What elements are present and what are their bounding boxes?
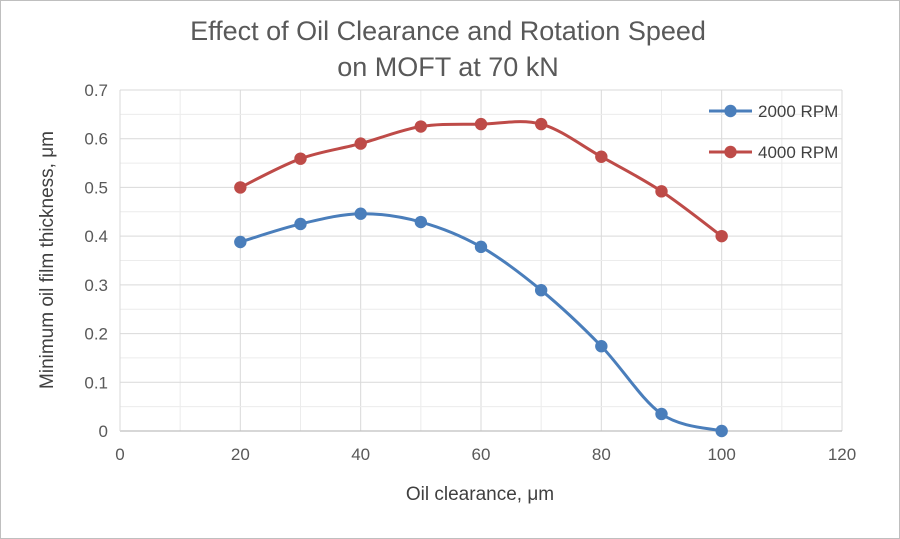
legend-label: 2000 RPM xyxy=(758,102,838,121)
y-tick-label: 0.6 xyxy=(84,130,108,149)
data-point xyxy=(354,137,367,150)
x-tick-label: 100 xyxy=(707,445,735,464)
y-tick-label: 0.4 xyxy=(84,227,108,246)
legend-swatch-marker xyxy=(724,104,737,118)
data-point xyxy=(294,152,307,165)
x-tick-label: 60 xyxy=(472,445,491,464)
y-axis-label: Minimum oil film thickness, μm xyxy=(37,131,58,389)
series-1 xyxy=(234,117,728,243)
data-point xyxy=(414,120,428,133)
legend-item: 4000 RPM xyxy=(709,143,838,162)
data-point xyxy=(474,240,488,254)
x-tick-label: 80 xyxy=(592,445,611,464)
data-point xyxy=(655,185,668,198)
x-tick-labels: 0 20 40 60 80 100 120 xyxy=(115,445,856,464)
data-point xyxy=(234,235,247,249)
y-tick-label: 0.1 xyxy=(84,373,108,392)
data-point xyxy=(414,215,428,229)
y-tick-label: 0 xyxy=(99,422,108,441)
data-point xyxy=(715,424,728,438)
legend: 2000 RPM 4000 RPM xyxy=(709,102,838,162)
data-point xyxy=(474,117,488,131)
x-tick-label: 20 xyxy=(231,445,250,464)
chart-title-line-1: Effect of Oil Clearance and Rotation Spe… xyxy=(190,16,706,46)
series-group xyxy=(234,117,728,438)
y-tick-label: 0.5 xyxy=(84,178,108,197)
x-tick-label: 0 xyxy=(115,445,124,464)
data-point xyxy=(715,229,728,243)
y-tick-label: 0.3 xyxy=(84,276,108,295)
data-point xyxy=(534,117,548,131)
data-point xyxy=(595,340,608,353)
data-point xyxy=(294,217,307,231)
series-0 xyxy=(234,207,728,438)
y-tick-label: 0.7 xyxy=(84,81,108,100)
series-line xyxy=(239,212,723,433)
legend-label: 4000 RPM xyxy=(758,143,838,162)
legend-item: 2000 RPM xyxy=(709,102,838,121)
x-tick-label: 120 xyxy=(828,445,856,464)
data-point xyxy=(234,181,247,194)
data-point xyxy=(534,284,548,297)
gridlines xyxy=(119,89,843,432)
data-point xyxy=(595,150,608,163)
data-point xyxy=(655,407,668,421)
y-tick-label: 0.2 xyxy=(84,325,108,344)
chart-title-line-2: on MOFT at 70 kN xyxy=(337,52,559,82)
legend-swatch-marker xyxy=(724,145,737,159)
x-tick-label: 40 xyxy=(351,445,370,464)
x-axis-label: Oil clearance, μm xyxy=(406,484,554,505)
data-point xyxy=(354,207,367,220)
y-tick-labels: 0 0.1 0.2 0.3 0.4 0.5 0.6 0.7 xyxy=(84,81,108,441)
